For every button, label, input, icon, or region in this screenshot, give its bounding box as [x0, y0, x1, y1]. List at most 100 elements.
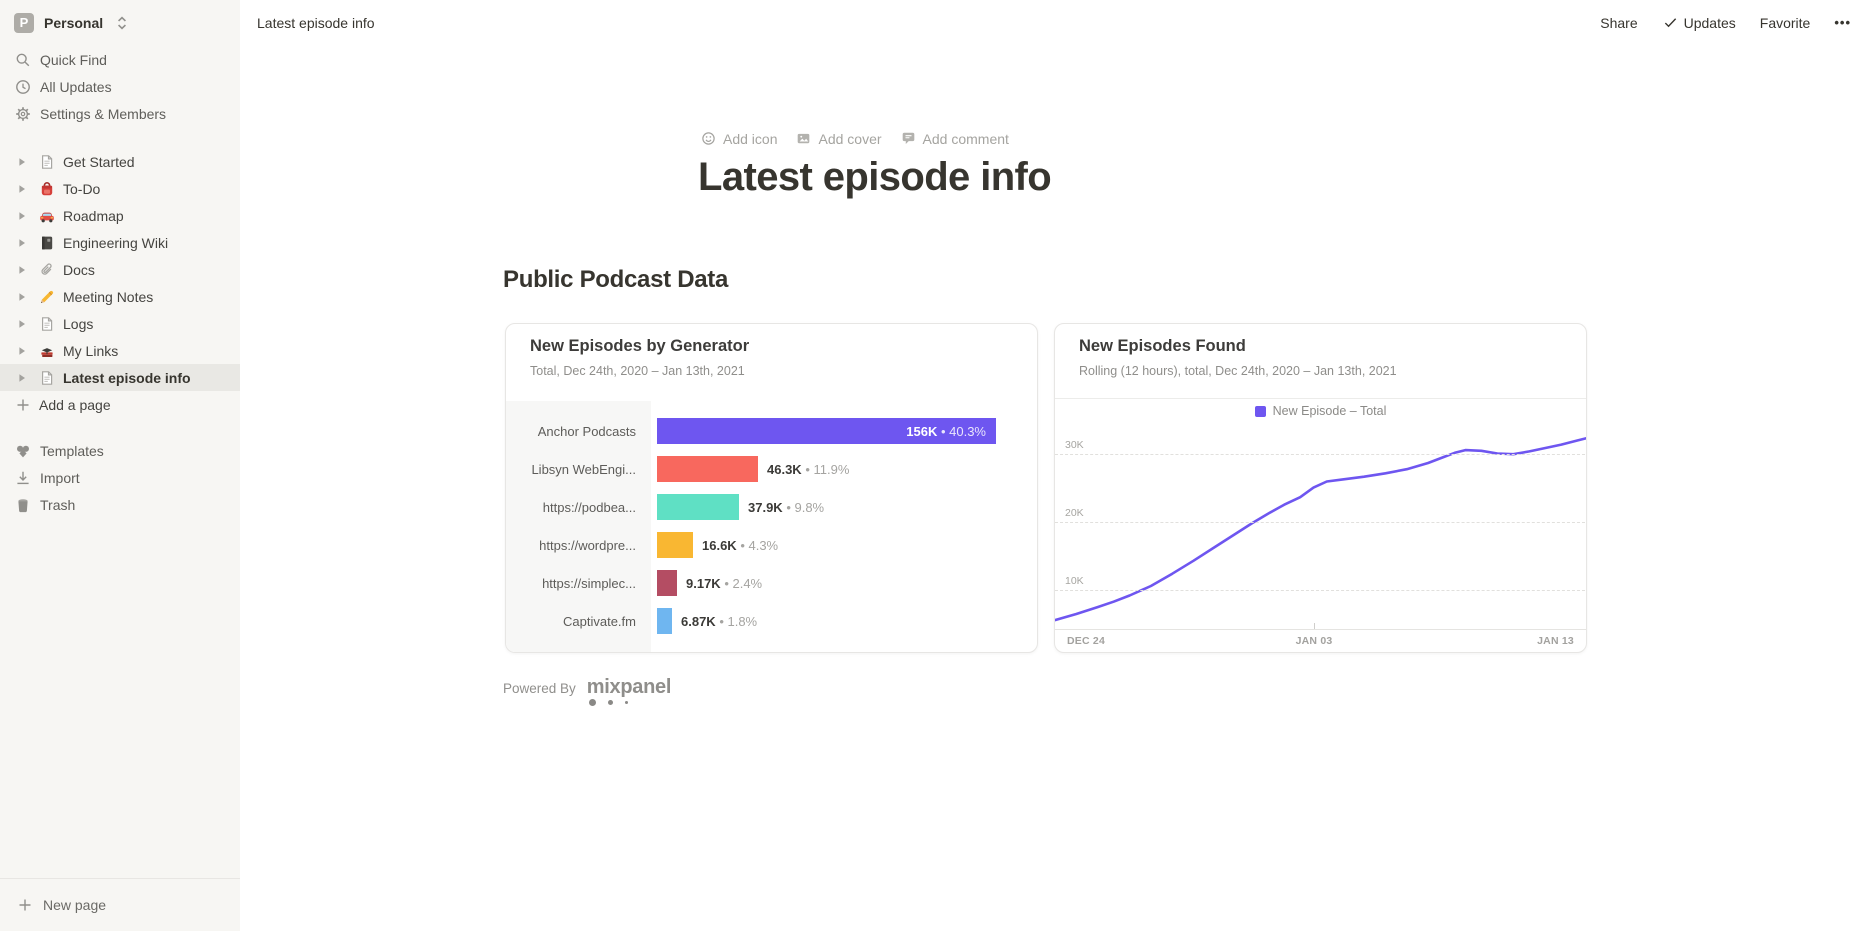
sidebar-page-meeting-notes[interactable]: Meeting Notes	[0, 283, 240, 310]
favorite-button[interactable]: Favorite	[1759, 14, 1811, 31]
powered-by-label: Powered By	[503, 681, 576, 696]
expand-triangle-icon[interactable]	[14, 262, 30, 278]
workspace-name: Personal	[44, 14, 104, 31]
new-page-label: New page	[43, 897, 107, 913]
page-item-label: My Links	[63, 342, 119, 359]
section-heading[interactable]: Public Podcast Data	[503, 266, 729, 293]
bar-zone: 9.17K • 2.4%	[657, 570, 1037, 596]
sidebar-item-import[interactable]: Import	[0, 464, 240, 491]
share-button[interactable]: Share	[1600, 14, 1638, 31]
workspace-switcher[interactable]: P Personal	[0, 0, 240, 45]
sidebar-item-label: Quick Find	[40, 51, 107, 68]
bar-value-label: 6.87K • 1.8%	[681, 613, 758, 629]
bar-row-captivate-fm: Captivate.fm 6.87K • 1.8%	[506, 602, 1037, 640]
page-action-row: Add icon Add cover Add comment	[700, 130, 1009, 147]
bar-zone: 16.6K • 4.3%	[657, 532, 1037, 558]
page-content: Add icon Add cover Add comment Latest epis…	[240, 45, 1863, 931]
sidebar-page-engineering-wiki[interactable]: Engineering Wiki	[0, 229, 240, 256]
more-options-button[interactable]: •••	[1834, 15, 1851, 30]
gridline	[1055, 453, 1585, 455]
sidebar-page-get-started[interactable]: Get Started	[0, 148, 240, 175]
bar-segment	[657, 494, 739, 520]
add-cover-label: Add cover	[818, 130, 882, 147]
sidebar-page-logs[interactable]: Logs	[0, 310, 240, 337]
bar-category-label: Anchor Podcasts	[537, 423, 636, 439]
page-item-label: Meeting Notes	[63, 288, 154, 305]
add-comment-button[interactable]: Add comment	[900, 130, 1009, 147]
page-item-label: Latest episode info	[63, 369, 191, 386]
expand-triangle-icon[interactable]	[14, 235, 30, 251]
chevron-updown-icon	[113, 14, 130, 31]
x-axis-tick-label: JAN 13	[1537, 635, 1574, 647]
plus-icon	[16, 897, 33, 914]
new-page-button[interactable]: New page	[0, 878, 240, 931]
expand-triangle-icon[interactable]	[14, 208, 30, 224]
bar-row-https-simplec: https://simplec... 9.17K • 2.4%	[506, 564, 1037, 602]
sidebar-page-roadmap[interactable]: Roadmap	[0, 202, 240, 229]
bar-value-label: 9.17K • 2.4%	[686, 575, 763, 591]
sidebar-page-latest-episode-info[interactable]: Latest episode info	[0, 364, 240, 391]
bar-chart-card[interactable]: New Episodes by Generator Total, Dec 24t…	[505, 323, 1038, 653]
sidebar-item-templates[interactable]: Templates	[0, 437, 240, 464]
expand-triangle-icon[interactable]	[14, 343, 30, 359]
topbar: Latest episode info Share Updates Favori…	[240, 0, 1863, 45]
bar-value-label: 16.6K • 4.3%	[702, 537, 779, 553]
page-title[interactable]: Latest episode info	[698, 155, 1052, 199]
bar-value-label: 37.9K • 9.8%	[748, 499, 825, 515]
chart-title: New Episodes Found	[1079, 337, 1246, 355]
sidebar-page-my-links[interactable]: My Links	[0, 337, 240, 364]
page-item-label: Docs	[63, 261, 95, 278]
page-icon	[38, 369, 55, 386]
workspace-avatar: P	[14, 12, 34, 33]
sidebar-item-label: Settings & Members	[40, 105, 167, 122]
import-icon	[14, 469, 31, 486]
sidebar-page-to-do[interactable]: To-Do	[0, 175, 240, 202]
bar-zone: 37.9K • 9.8%	[657, 494, 1037, 520]
expand-triangle-icon[interactable]	[14, 316, 30, 332]
add-icon-button[interactable]: Add icon	[700, 130, 777, 147]
chart-subtitle: Total, Dec 24th, 2020 – Jan 13th, 2021	[530, 364, 745, 378]
gridline	[1055, 590, 1585, 592]
powered-by-mixpanel-link[interactable]: Powered By mixpanel	[503, 676, 671, 706]
bar-value-label: 46.3K • 11.9%	[767, 461, 850, 477]
line-chart-card[interactable]: New Episodes Found Rolling (12 hours), t…	[1054, 323, 1587, 653]
sidebar-footer: Templates Import Trash	[0, 437, 240, 518]
expand-triangle-icon[interactable]	[14, 370, 30, 386]
search-icon	[14, 51, 31, 68]
x-axis-tick	[1314, 623, 1316, 629]
bar-category-label: https://podbea...	[542, 499, 636, 515]
add-cover-button[interactable]: Add cover	[795, 130, 882, 147]
legend-label: New Episode – Total	[1272, 404, 1387, 418]
bar-row-https-wordpre: https://wordpre... 16.6K • 4.3%	[506, 526, 1037, 564]
templates-icon	[14, 442, 31, 459]
bar-zone: 6.87K • 1.8%	[657, 608, 1037, 634]
sidebar-item-quick-find[interactable]: Quick Find	[0, 46, 240, 73]
sidebar-item-label: Trash	[40, 496, 76, 513]
bar-segment: 156K • 40.3%	[657, 418, 996, 444]
plus-icon	[14, 396, 31, 413]
updates-label: Updates	[1683, 14, 1736, 31]
chart-legend: New Episode – Total	[1055, 404, 1586, 418]
expand-triangle-icon[interactable]	[14, 289, 30, 305]
sidebar-page-docs[interactable]: Docs	[0, 256, 240, 283]
page-item-label: To-Do	[63, 180, 101, 197]
sidebar-item-trash[interactable]: Trash	[0, 491, 240, 518]
expand-triangle-icon[interactable]	[14, 154, 30, 170]
page-icon	[38, 153, 55, 170]
bar-zone: 156K • 40.3%	[657, 418, 1037, 444]
breadcrumb[interactable]: Latest episode info	[257, 14, 375, 31]
card-divider	[1055, 398, 1586, 399]
add-a-page-button[interactable]: Add a page	[0, 391, 240, 418]
car-icon	[38, 207, 55, 224]
page-item-label: Get Started	[63, 153, 135, 170]
bar-category-label: Libsyn WebEngi...	[531, 461, 636, 477]
sidebar-item-settings-members[interactable]: Settings & Members	[0, 100, 240, 127]
sidebar-item-all-updates[interactable]: All Updates	[0, 73, 240, 100]
mixpanel-logo-dots	[588, 699, 629, 706]
updates-button[interactable]: Updates	[1662, 14, 1736, 31]
bar-segment	[657, 570, 677, 596]
add-icon-label: Add icon	[723, 130, 778, 147]
page-item-label: Logs	[63, 315, 94, 332]
bar-zone: 46.3K • 11.9%	[657, 456, 1037, 482]
expand-triangle-icon[interactable]	[14, 181, 30, 197]
